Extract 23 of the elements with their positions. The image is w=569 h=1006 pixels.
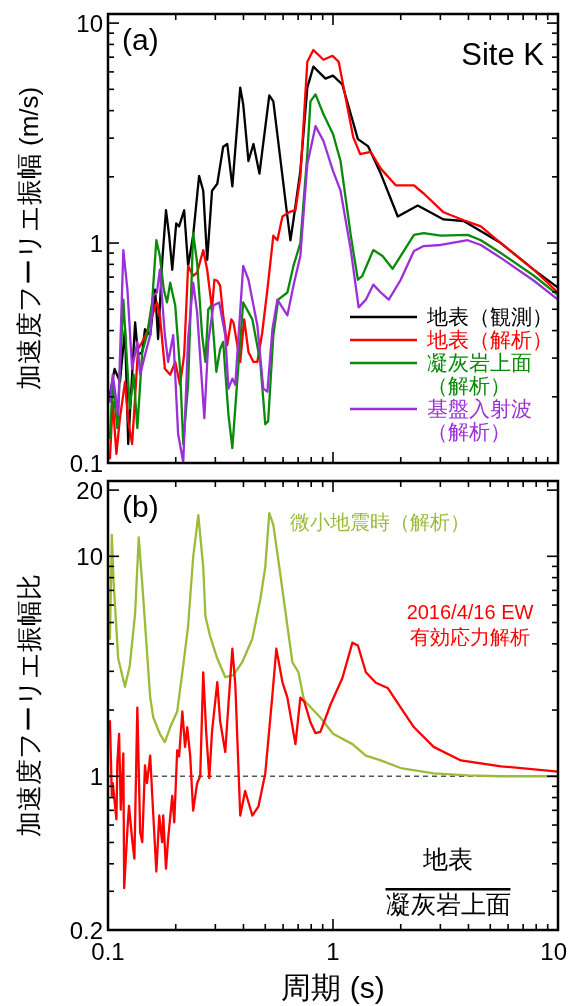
y-tick-label: 10 bbox=[76, 543, 103, 571]
x-tick-label: 10 bbox=[540, 938, 567, 965]
y-tick-label: 10 bbox=[76, 10, 103, 38]
annotation: 凝灰岩上面 bbox=[385, 890, 511, 918]
y-axis-title: 加速度フーリエ振幅 (m/s) bbox=[14, 86, 44, 391]
y-tick-label: 0.2 bbox=[69, 917, 103, 944]
legend-label: 地表（観測） bbox=[426, 305, 553, 328]
annotation: (a) bbox=[122, 23, 159, 56]
text: 2016/4/16 EW 有効応力解析 bbox=[406, 601, 534, 648]
y-tick-label: 1 bbox=[89, 763, 103, 791]
x-tick-label: 1 bbox=[326, 938, 340, 965]
annotation: 地表 bbox=[422, 845, 473, 873]
legend-label: 凝灰岩上面（解析） bbox=[427, 351, 532, 397]
y-tick-label: 20 bbox=[76, 477, 103, 505]
y-tick-label: 0.1 bbox=[69, 450, 103, 477]
annotation: Site K bbox=[461, 37, 545, 72]
legend-label: 地表（解析） bbox=[426, 328, 553, 351]
series-label: 微小地震時（解析） bbox=[290, 511, 470, 533]
legend-label: 基盤入射波（解析） bbox=[427, 397, 532, 443]
y-tick-label: 1 bbox=[89, 230, 103, 258]
annotation: (b) bbox=[122, 490, 159, 523]
x-axis-title: 周期 (s) bbox=[281, 971, 385, 1004]
y-axis-title: 加速度フーリエ振幅比 bbox=[14, 574, 44, 837]
